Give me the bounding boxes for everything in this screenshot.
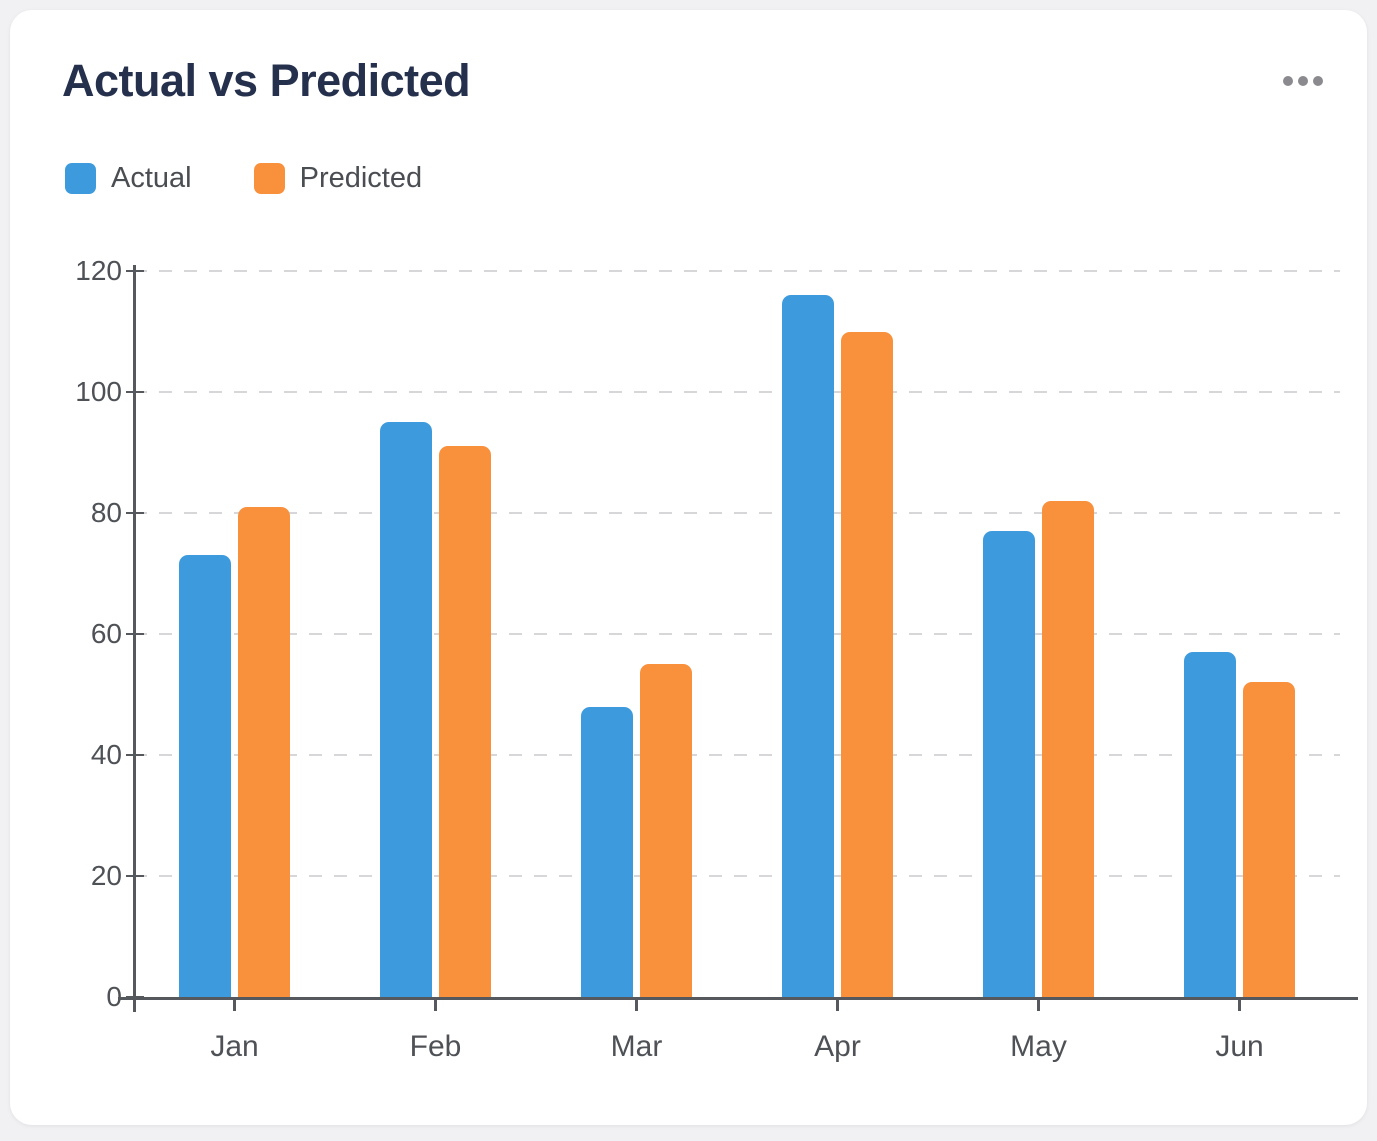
y-axis-label: 60: [90, 618, 122, 649]
y-gridline: [134, 633, 1340, 635]
chart-legend: Actual Predicted: [65, 162, 422, 195]
y-axis-label: 120: [75, 255, 122, 286]
bar-predicted-mar[interactable]: [640, 664, 692, 997]
x-axis-label: Jan: [210, 1030, 259, 1063]
bar-predicted-jun[interactable]: [1243, 682, 1295, 997]
y-gridline: [134, 754, 1340, 756]
y-gridline: [134, 875, 1340, 877]
ellipsis-icon: [1313, 76, 1323, 86]
more-options-button[interactable]: [1279, 62, 1327, 100]
y-axis-label: 100: [75, 376, 122, 407]
chart-card: Actual vs Predicted Actual Predicted 0 20…: [10, 10, 1367, 1125]
bar-predicted-feb[interactable]: [439, 446, 491, 997]
legend-label-predicted: Predicted: [299, 162, 423, 194]
x-axis-tick: [1037, 997, 1040, 1011]
x-axis-tick: [635, 997, 638, 1011]
actual-series-swatch-icon: [65, 163, 96, 194]
page-title: Actual vs Predicted: [62, 55, 471, 106]
bar-actual-feb[interactable]: [380, 422, 432, 997]
bar-actual-jun[interactable]: [1184, 652, 1236, 997]
ellipsis-icon: [1283, 76, 1293, 86]
bar-predicted-jan[interactable]: [238, 506, 290, 997]
y-axis-label: 40: [90, 739, 122, 770]
x-axis-label: Feb: [409, 1030, 462, 1063]
x-axis-label: May: [1010, 1030, 1067, 1063]
y-axis-label: 80: [90, 497, 122, 528]
x-axis-tick: [836, 997, 839, 1011]
bar-actual-may[interactable]: [983, 531, 1035, 997]
x-axis-label: Jun: [1215, 1030, 1264, 1063]
legend-item-predicted[interactable]: Predicted: [253, 162, 423, 195]
bar-actual-apr[interactable]: [782, 295, 834, 997]
x-axis-tick: [233, 997, 236, 1011]
bar-actual-jan[interactable]: [179, 555, 231, 997]
ellipsis-icon: [1298, 76, 1308, 86]
y-gridline: [134, 512, 1340, 514]
x-axis-line: [118, 997, 1358, 1000]
card-header: Actual vs Predicted: [62, 54, 1327, 108]
y-gridline: [134, 391, 1340, 393]
bar-actual-mar[interactable]: [581, 706, 633, 997]
y-gridline: [134, 270, 1340, 272]
legend-label-actual: Actual: [111, 162, 192, 194]
bar-predicted-may[interactable]: [1042, 500, 1094, 997]
x-axis-tick: [1238, 997, 1241, 1011]
x-axis-label: Apr: [814, 1030, 861, 1063]
legend-item-actual[interactable]: Actual: [65, 162, 192, 195]
y-axis-line: [133, 265, 136, 1012]
y-axis-label: 20: [90, 860, 122, 891]
x-axis-tick: [434, 997, 437, 1011]
y-axis-label: 0: [106, 981, 122, 1012]
bar-chart: 0 20 40 60 80 100 120 Jan Feb Mar Apr May Jun: [10, 240, 1367, 1100]
bar-predicted-apr[interactable]: [841, 331, 893, 997]
x-axis-label: Mar: [610, 1030, 663, 1063]
predicted-series-swatch-icon: [253, 163, 285, 194]
